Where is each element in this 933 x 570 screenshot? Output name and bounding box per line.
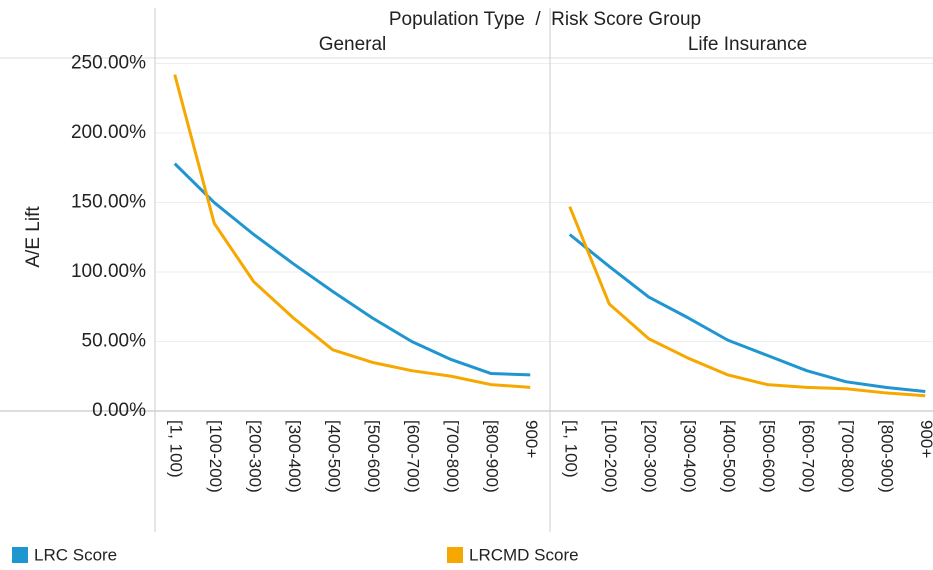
x-tick-label: 900+ [522, 420, 541, 458]
x-tick-label: [600-700) [798, 420, 817, 493]
y-tick-label: 50.00% [82, 331, 147, 352]
panel-title: General [319, 34, 387, 55]
legend-label: LRC Score [34, 545, 117, 564]
x-tick-label: [500-600) [364, 420, 383, 493]
x-tick-label: [200-300) [245, 420, 264, 493]
legend-swatch [447, 547, 463, 563]
x-tick-label: [400-500) [324, 420, 343, 493]
y-tick-label: 150.00% [71, 192, 146, 213]
x-tick-label: [300-400) [680, 420, 699, 493]
y-tick-label: 200.00% [71, 122, 146, 143]
line-series [173, 74, 531, 389]
x-tick-label: [1, 100) [166, 420, 185, 478]
y-tick-label: 250.00% [71, 53, 146, 74]
chart-title: Population Type / Risk Score Group [389, 9, 701, 30]
y-tick-label: 100.00% [71, 261, 146, 282]
x-tick-label: [200-300) [640, 420, 659, 493]
y-axis-title: A/E Lift [23, 206, 44, 268]
x-tick-label: [800-900) [482, 420, 501, 493]
y-tick-label: 0.00% [92, 400, 146, 421]
x-tick-label: [400-500) [719, 420, 738, 493]
x-tick-label: 900+ [917, 420, 933, 458]
line-series [568, 206, 926, 398]
x-tick-label: [700-800) [443, 420, 462, 493]
x-tick-label: [100-200) [601, 420, 620, 493]
x-tick-label: [800-900) [877, 420, 896, 493]
x-tick-label: [700-800) [838, 420, 857, 493]
line-series [568, 233, 926, 394]
x-tick-label: [100-200) [206, 420, 225, 493]
panel-title: Life Insurance [688, 34, 807, 55]
legend-swatch [12, 547, 28, 563]
x-tick-label: [300-400) [285, 420, 304, 493]
x-tick-label: [1, 100) [561, 420, 580, 478]
x-tick-label: [500-600) [759, 420, 778, 493]
x-tick-label: [600-700) [403, 420, 422, 493]
line-series [173, 162, 531, 377]
legend-label: LRCMD Score [469, 545, 579, 564]
